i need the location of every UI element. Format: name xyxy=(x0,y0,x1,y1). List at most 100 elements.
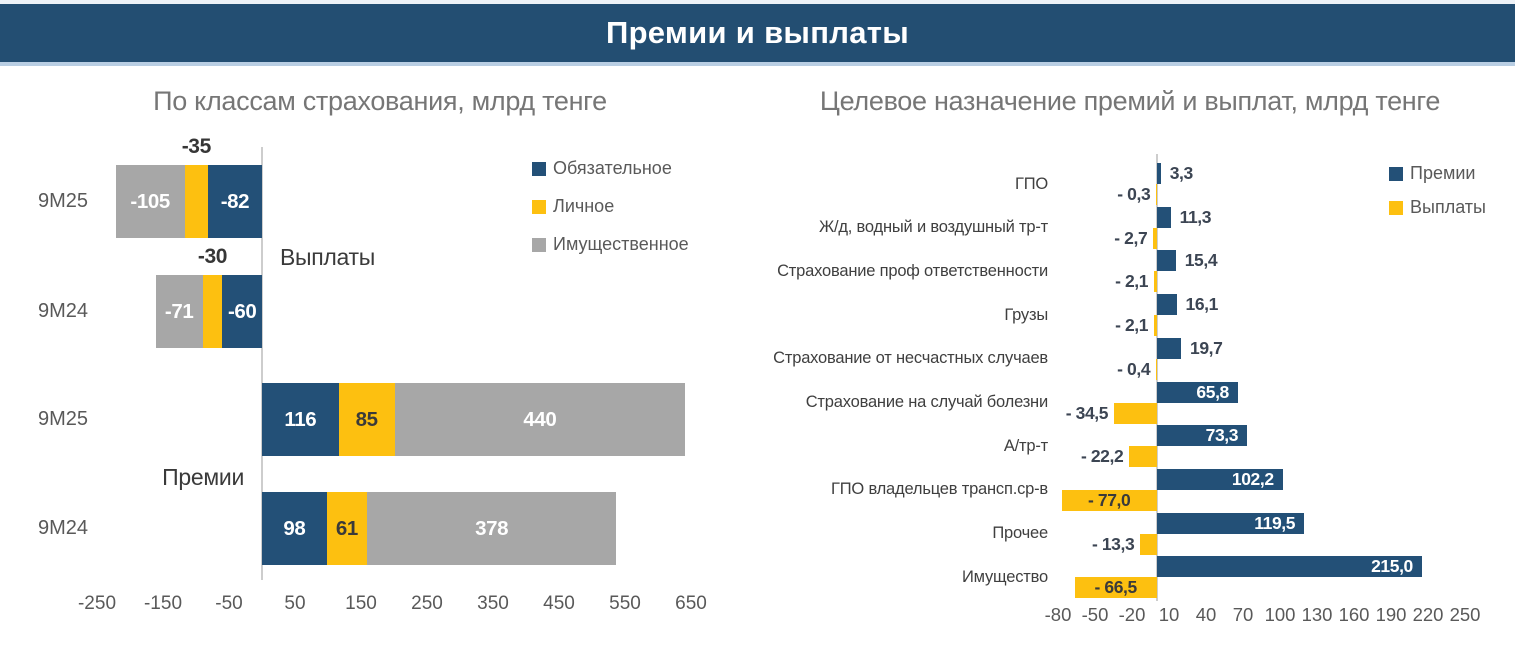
bar-segment xyxy=(262,492,327,565)
bar-segment xyxy=(222,275,262,348)
legend-label: Обязательное xyxy=(553,158,672,178)
zero-axis-line xyxy=(261,147,263,580)
bar-payout xyxy=(1114,402,1157,424)
bar-value-label: - 2,7 xyxy=(1114,227,1148,248)
page-title: Премии и выплаты xyxy=(605,15,910,50)
legend-swatch-premiums xyxy=(1389,166,1403,181)
bar-value-label: -71 xyxy=(164,299,194,323)
bar-value-label: 116 xyxy=(284,407,317,431)
bar-payout xyxy=(1061,489,1157,511)
bar-value-label: 11,3 xyxy=(1179,206,1212,227)
axis-tick-label: 250 xyxy=(1449,604,1481,625)
zero-axis-line xyxy=(1156,154,1158,601)
axis-tick-label: -150 xyxy=(143,593,183,614)
bar-segment xyxy=(155,275,203,348)
axis-tick-label: 10 xyxy=(1158,604,1180,625)
row-label: 9М24 xyxy=(38,300,89,322)
bar-segment xyxy=(207,165,262,238)
legend-item-obligatory: Обязательное xyxy=(532,157,689,180)
axis-tick-label: 190 xyxy=(1375,604,1407,625)
bar-value-label: 3,3 xyxy=(1169,163,1194,183)
bar-value-label: 19,7 xyxy=(1190,337,1223,358)
bar-value-label: 61 xyxy=(335,516,358,540)
bar-payout xyxy=(1156,358,1157,380)
bar-value-label: - 2,1 xyxy=(1115,271,1149,292)
row-label: 9М24 xyxy=(38,517,89,539)
row-label: 9М25 xyxy=(38,408,89,430)
bar-payout xyxy=(1154,271,1157,293)
category-label: ГПО владельцев трансп.ср-в xyxy=(831,480,1048,499)
axis-tick-label: 450 xyxy=(543,593,575,614)
bar-payout xyxy=(1129,446,1157,468)
legend-item-payouts: Выплаты xyxy=(1389,196,1486,219)
bar-value-label: 16,1 xyxy=(1185,294,1219,315)
axis-tick-label: 130 xyxy=(1301,604,1333,625)
bar-value-label: -30 xyxy=(197,245,228,268)
legend-label: Личное xyxy=(553,196,615,216)
bar-premium xyxy=(1156,468,1283,490)
bar-value-label: - 0,3 xyxy=(1117,184,1151,204)
bar-segment xyxy=(202,275,223,348)
axis-tick-label: 220 xyxy=(1412,604,1444,625)
row-label: 9М25 xyxy=(38,190,89,212)
bar-payout xyxy=(1074,577,1157,599)
group-label-payouts: Выплаты xyxy=(280,243,375,270)
chart-purpose-legend: Премии Выплаты xyxy=(1389,162,1486,230)
axis-tick-label: 160 xyxy=(1338,604,1370,625)
axis-tick-label: 100 xyxy=(1264,604,1296,625)
bar-premium xyxy=(1156,206,1171,228)
bar-premium xyxy=(1156,337,1181,359)
bar-value-label: - 77,0 xyxy=(1088,489,1131,510)
bar-value-label: 440 xyxy=(523,407,557,431)
bar-segment xyxy=(326,492,367,565)
axis-tick-label: 250 xyxy=(411,593,443,614)
bar-value-label: 65,8 xyxy=(1196,381,1229,402)
bar-segment xyxy=(262,383,339,456)
bar-payout xyxy=(1154,315,1157,337)
legend-swatch-payouts xyxy=(1389,200,1403,215)
category-label: Ж/д, водный и воздушный тр-т xyxy=(818,218,1048,237)
axis-tick-label: -250 xyxy=(77,593,117,614)
bar-premium xyxy=(1156,250,1176,272)
axis-tick-label: 150 xyxy=(345,593,377,614)
legend-swatch-obligatory xyxy=(532,161,546,176)
axis-tick-label: -50 xyxy=(215,593,243,614)
bar-segment xyxy=(115,165,185,238)
bar-premium xyxy=(1156,163,1161,184)
bar-premium xyxy=(1156,381,1238,403)
bar-premium xyxy=(1156,556,1422,578)
bar-payout xyxy=(1153,227,1157,249)
bar-value-label: - 22,2 xyxy=(1080,446,1124,467)
banner: Премии и выплаты xyxy=(0,4,1515,62)
axis-tick-label: 50 xyxy=(284,593,306,614)
bar-value-label: 98 xyxy=(283,516,306,540)
legend-label: Имущественное xyxy=(553,234,689,254)
bar-value-label: 73,3 xyxy=(1205,425,1239,446)
category-label: Грузы xyxy=(1004,305,1048,324)
bar-premium xyxy=(1156,294,1177,316)
legend-item-property: Имущественное xyxy=(532,233,689,256)
axis-tick-label: 550 xyxy=(609,593,641,614)
category-label: А/тр-т xyxy=(1003,436,1048,455)
bar-segment xyxy=(184,165,208,238)
chart-classes-title: По классам страхования, млрд тенге xyxy=(153,86,607,116)
bar-value-label: - 34,5 xyxy=(1065,402,1109,423)
bar-segment xyxy=(394,383,686,456)
category-label: ГПО xyxy=(1014,174,1048,193)
bar-value-label: -82 xyxy=(220,189,250,213)
legend-swatch-property xyxy=(532,237,546,252)
bar-payout xyxy=(1140,533,1157,555)
chart-classes-legend: Обязательное Личное Имущественное xyxy=(532,157,689,271)
bar-value-label: 119,5 xyxy=(1254,512,1296,533)
category-label: Прочее xyxy=(992,524,1048,543)
bar-value-label: - 0,4 xyxy=(1117,358,1151,379)
banner-accent-line xyxy=(0,62,1515,66)
bar-value-label: -60 xyxy=(227,299,257,323)
axis-tick-label: 40 xyxy=(1195,604,1217,625)
bar-value-label: 85 xyxy=(355,407,378,431)
category-label: Страхование проф ответственности xyxy=(777,261,1048,280)
axis-tick-label: 650 xyxy=(675,593,707,614)
bar-value-label: - 2,1 xyxy=(1115,315,1149,336)
bar-value-label: -105 xyxy=(130,189,170,213)
